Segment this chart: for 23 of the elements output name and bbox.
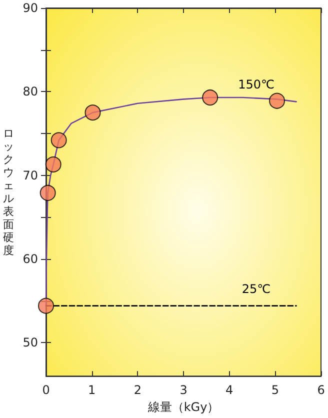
- point: [269, 92, 285, 109]
- point: [38, 298, 54, 314]
- y-tick-label: 70: [22, 168, 38, 182]
- y-tick-label: 60: [22, 252, 38, 266]
- x-tick-label: 6: [317, 383, 325, 398]
- y-tick-label: 50: [22, 336, 38, 350]
- series-label: 25℃: [242, 282, 271, 296]
- x-tick-label: 1: [88, 383, 96, 398]
- x-axis-title: 線量（kGy）: [146, 400, 220, 414]
- y-tick-label: 90: [22, 1, 38, 15]
- point: [202, 90, 218, 106]
- point: [45, 156, 62, 172]
- x-tick-label: 0: [42, 383, 50, 398]
- point: [50, 132, 67, 148]
- y-tick-label: 80: [22, 84, 38, 99]
- point: [40, 184, 56, 201]
- x-tick-label: 4: [226, 383, 234, 398]
- x-tick-label: 5: [271, 383, 279, 398]
- series-label: 150℃: [238, 78, 274, 92]
- point: [84, 104, 101, 121]
- x-tick-label: 3: [180, 383, 188, 398]
- text: ロックウェル表面硬度: [3, 127, 14, 258]
- x-tick-label: 2: [134, 383, 142, 398]
